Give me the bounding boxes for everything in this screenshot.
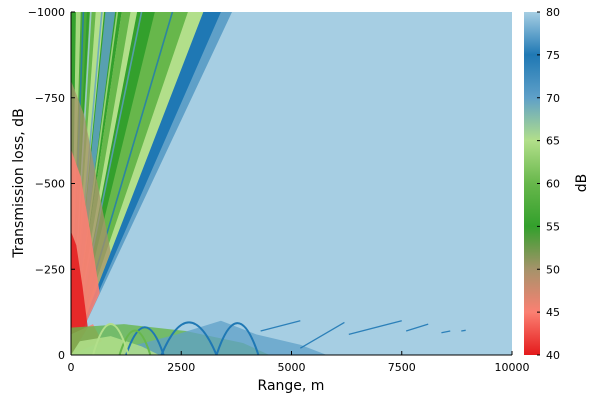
heatmap-cell — [123, 320, 327, 355]
heatmap-lobe — [118, 329, 152, 355]
colorbar-tick-label: 45 — [546, 306, 560, 319]
heatmap-streak — [260, 320, 301, 332]
x-tick-label: 0 — [68, 361, 75, 374]
colorbar-tick-label: 50 — [546, 263, 560, 276]
colorbar-ticks: 40 45 50 55 60 65 70 75 80 — [537, 6, 560, 362]
colorbar-tick-label: 65 — [546, 135, 560, 148]
heatmap-cell — [71, 12, 116, 355]
x-tick-label: 2500 — [167, 361, 195, 374]
y-tick-label: −250 — [35, 263, 65, 276]
colorbar-tick-label: 60 — [546, 178, 560, 191]
heatmap-lobe — [160, 321, 218, 355]
y-axis-title: Transmission loss, dB — [11, 108, 27, 258]
colorbar-tick-label: 75 — [546, 49, 560, 62]
heatmap-cell — [71, 12, 105, 355]
x-tick-label: 5000 — [278, 361, 306, 374]
heatmap-cell — [71, 336, 160, 355]
x-tick-label: 7500 — [388, 361, 416, 374]
heatmap-cell — [71, 231, 88, 355]
colorbar-tick-label: 80 — [546, 6, 560, 19]
heatmap-lobe — [92, 323, 130, 355]
colorbar-title: dB — [574, 174, 590, 193]
heatmap-streak — [348, 320, 402, 336]
y-tick-label: −500 — [35, 178, 65, 191]
x-ticks: 0 2500 5000 7500 10000 — [68, 351, 530, 374]
colorbar — [524, 12, 540, 355]
x-axis-title: Range, m — [258, 378, 325, 394]
y-tick-label: −750 — [35, 92, 65, 105]
colorbar-tick-label: 70 — [546, 92, 560, 105]
heatmap-lobe — [125, 326, 165, 355]
heatmap-streak — [299, 321, 345, 349]
heatmap-streak — [441, 330, 451, 334]
colorbar-tick-label: 40 — [546, 349, 560, 362]
y-tick-label: 0 — [58, 349, 65, 362]
heatmap-layer — [71, 12, 466, 355]
y-ticks: 0 −250 −500 −750 −1000 — [28, 6, 75, 362]
heatmap-lobe — [215, 322, 260, 355]
colorbar-tick-label: 55 — [546, 220, 560, 233]
heatmap-streak — [461, 329, 466, 332]
y-tick-label: −1000 — [28, 6, 65, 19]
heatmap-streak — [405, 323, 429, 332]
x-tick-label: 10000 — [495, 361, 530, 374]
